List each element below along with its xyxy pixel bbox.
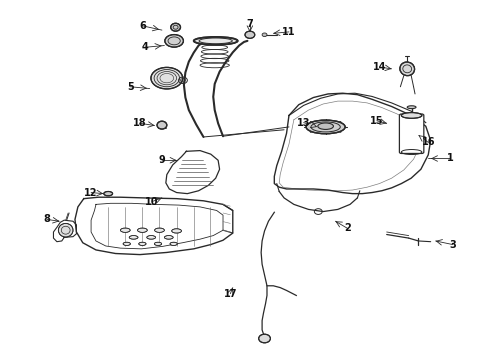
Ellipse shape: [170, 242, 177, 246]
Ellipse shape: [139, 242, 146, 246]
FancyBboxPatch shape: [399, 114, 424, 153]
Text: 13: 13: [297, 118, 310, 128]
Text: 10: 10: [146, 197, 159, 207]
Ellipse shape: [318, 123, 333, 130]
Ellipse shape: [58, 224, 73, 237]
Ellipse shape: [165, 35, 183, 47]
Text: 6: 6: [139, 21, 146, 31]
Text: 15: 15: [370, 116, 384, 126]
Text: 1: 1: [447, 153, 454, 163]
Text: 18: 18: [133, 118, 147, 128]
Ellipse shape: [172, 229, 181, 233]
Ellipse shape: [171, 23, 180, 31]
Text: 2: 2: [344, 224, 351, 233]
Text: 17: 17: [223, 289, 237, 299]
Circle shape: [245, 31, 255, 39]
Ellipse shape: [155, 228, 164, 232]
Ellipse shape: [407, 106, 416, 109]
Text: 5: 5: [127, 82, 134, 92]
Text: 7: 7: [246, 19, 253, 29]
Text: 12: 12: [84, 188, 98, 198]
Ellipse shape: [121, 228, 130, 232]
Ellipse shape: [164, 235, 173, 239]
Ellipse shape: [262, 33, 267, 37]
Circle shape: [259, 334, 270, 343]
Text: 16: 16: [421, 138, 435, 147]
Text: 4: 4: [142, 42, 148, 52]
Text: 8: 8: [44, 215, 50, 224]
Ellipse shape: [157, 121, 167, 129]
Ellipse shape: [123, 242, 130, 246]
Text: 9: 9: [159, 155, 165, 165]
Text: 11: 11: [282, 27, 296, 37]
Ellipse shape: [306, 120, 345, 134]
Ellipse shape: [401, 113, 422, 118]
Ellipse shape: [194, 37, 238, 45]
Ellipse shape: [129, 235, 138, 239]
Ellipse shape: [147, 235, 156, 239]
Text: 3: 3: [449, 239, 456, 249]
Text: 14: 14: [372, 62, 386, 72]
Ellipse shape: [154, 242, 162, 246]
Ellipse shape: [400, 62, 415, 76]
Ellipse shape: [104, 192, 113, 196]
Ellipse shape: [138, 228, 147, 232]
Ellipse shape: [151, 67, 183, 89]
